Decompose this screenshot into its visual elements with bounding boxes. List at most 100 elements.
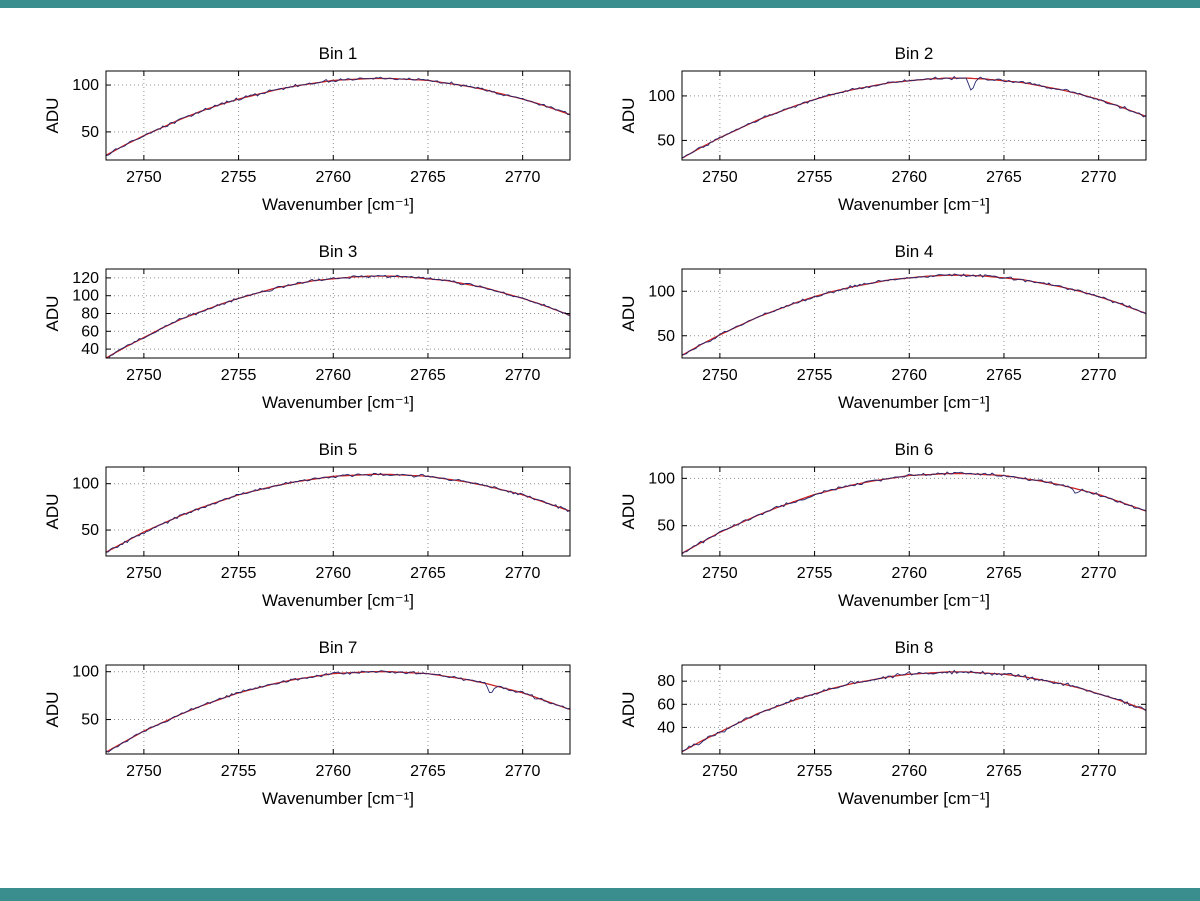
fit-trace [106, 671, 570, 753]
x-tick-label: 2760 [315, 367, 351, 384]
axes-box [681, 466, 1147, 557]
x-axis-label: Wavenumber [cm⁻¹] [838, 195, 990, 214]
x-tick-label: 2760 [315, 763, 351, 780]
x-tick-label: 2760 [891, 763, 927, 780]
y-axis-label: ADU [44, 296, 62, 332]
x-tick-label: 2750 [126, 367, 162, 384]
fit-trace [682, 472, 1146, 554]
plot-title: Bin 6 [894, 440, 934, 459]
x-tick-label: 2765 [410, 763, 446, 780]
plot-canvas: 2750 2755 2760 2765 2770 50 100 Wavenumber [cm⁻… [620, 466, 1147, 610]
x-axis-label: Wavenumber [cm⁻¹] [262, 393, 414, 412]
plot-title: Bin 7 [318, 638, 358, 657]
x-tick-label: 2755 [221, 367, 257, 384]
fit-trace [682, 77, 1146, 159]
x-tick-label: 2770 [505, 169, 541, 186]
data-trace [106, 274, 570, 358]
x-tick-label: 2755 [221, 763, 257, 780]
y-tick-label: 40 [81, 341, 99, 358]
x-tick-label: 2755 [797, 565, 833, 582]
y-tick-label: 80 [657, 673, 675, 690]
y-tick-label: 60 [657, 696, 675, 713]
y-tick-label: 100 [648, 88, 675, 105]
fit-trace [682, 274, 1146, 356]
fit-trace [682, 671, 1146, 753]
y-tick-label: 50 [81, 522, 99, 539]
y-axis-label: ADU [620, 692, 638, 728]
x-tick-label: 2770 [1081, 169, 1117, 186]
x-tick-label: 2765 [986, 169, 1022, 186]
subplot-bin-7: Bin 7 2750 2755 2760 2765 2770 50 100 Wavenumbe… [44, 636, 584, 818]
x-tick-label: 2760 [315, 169, 351, 186]
y-axis-label: ADU [620, 494, 638, 530]
y-tick-label: 100 [72, 288, 99, 305]
subplot-bin-3: Bin 3 2750 2755 2760 2765 2770 40 60 80 100 120 Wa… [44, 240, 584, 422]
data-trace [106, 472, 570, 553]
x-tick-label: 2755 [797, 367, 833, 384]
x-tick-label: 2750 [702, 565, 738, 582]
data-trace [682, 669, 1146, 752]
x-tick-label: 2750 [702, 367, 738, 384]
y-tick-label: 50 [81, 124, 99, 141]
subplot-bin-4: Bin 4 2750 2755 2760 2765 2770 50 100 Wavenumbe… [620, 240, 1160, 422]
plot-canvas: 2750 2755 2760 2765 2770 50 100 Wavenumber [cm⁻… [44, 466, 571, 610]
y-axis-label: ADU [44, 692, 62, 728]
data-trace [682, 75, 1146, 159]
x-tick-label: 2750 [126, 763, 162, 780]
y-tick-label: 100 [72, 77, 99, 94]
x-tick-label: 2770 [505, 565, 541, 582]
y-tick-label: 50 [657, 328, 675, 345]
x-tick-label: 2770 [1081, 367, 1117, 384]
x-tick-label: 2750 [702, 763, 738, 780]
x-tick-label: 2765 [410, 169, 446, 186]
plot-canvas: 2750 2755 2760 2765 2770 40 60 80 Wavenumber [cm… [620, 664, 1147, 808]
y-tick-label: 100 [648, 470, 675, 487]
plot-title: Bin 5 [318, 440, 358, 459]
plot-canvas: 2750 2755 2760 2765 2770 50 100 Wavenumber [cm⁻… [620, 268, 1147, 412]
x-tick-label: 2750 [126, 169, 162, 186]
x-tick-label: 2755 [797, 763, 833, 780]
x-tick-label: 2770 [1081, 763, 1117, 780]
fit-trace [106, 275, 570, 358]
y-tick-label: 100 [72, 664, 99, 681]
x-axis-label: Wavenumber [cm⁻¹] [262, 591, 414, 610]
axes-box [105, 466, 571, 557]
x-tick-label: 2765 [986, 367, 1022, 384]
y-tick-label: 120 [72, 270, 99, 287]
axes-box [681, 70, 1147, 161]
x-tick-label: 2765 [986, 565, 1022, 582]
x-tick-label: 2765 [986, 763, 1022, 780]
fit-trace [106, 473, 570, 553]
plot-canvas: 2750 2755 2760 2765 2770 50 100 Wavenumber [cm⁻… [44, 70, 571, 214]
x-tick-label: 2755 [221, 169, 257, 186]
y-tick-label: 50 [657, 518, 675, 535]
y-tick-label: 50 [657, 132, 675, 149]
axes-box [681, 664, 1147, 755]
plot-title: Bin 2 [894, 44, 934, 63]
subplot-bin-2: Bin 2 2750 2755 2760 2765 2770 50 100 Wavenumbe… [620, 42, 1160, 224]
x-tick-label: 2760 [891, 565, 927, 582]
plot-canvas: 2750 2755 2760 2765 2770 50 100 Wavenumber [cm⁻… [44, 664, 571, 808]
x-tick-label: 2755 [797, 169, 833, 186]
x-tick-label: 2755 [221, 565, 257, 582]
x-tick-label: 2770 [1081, 565, 1117, 582]
plot-canvas: 2750 2755 2760 2765 2770 50 100 Wavenumber [cm⁻… [620, 70, 1147, 214]
axes-box [105, 70, 571, 161]
x-axis-label: Wavenumber [cm⁻¹] [262, 789, 414, 808]
y-tick-label: 100 [648, 283, 675, 300]
x-axis-label: Wavenumber [cm⁻¹] [838, 393, 990, 412]
y-axis-label: ADU [44, 98, 62, 134]
data-trace [682, 273, 1146, 356]
axes-box [681, 268, 1147, 359]
axes-box [105, 664, 571, 755]
window-chrome-top-bar [0, 0, 1200, 8]
x-tick-label: 2765 [410, 367, 446, 384]
plot-title: Bin 1 [318, 44, 358, 63]
fit-trace [106, 77, 570, 156]
y-axis-label: ADU [620, 98, 638, 134]
subplot-grid: Bin 1 2750 2755 2760 2765 2770 50 100 Wavenumbe… [44, 42, 1160, 818]
subplot-bin-1: Bin 1 2750 2755 2760 2765 2770 50 100 Wavenumbe… [44, 42, 584, 224]
x-tick-label: 2750 [702, 169, 738, 186]
y-tick-label: 40 [657, 719, 675, 736]
x-axis-label: Wavenumber [cm⁻¹] [262, 195, 414, 214]
